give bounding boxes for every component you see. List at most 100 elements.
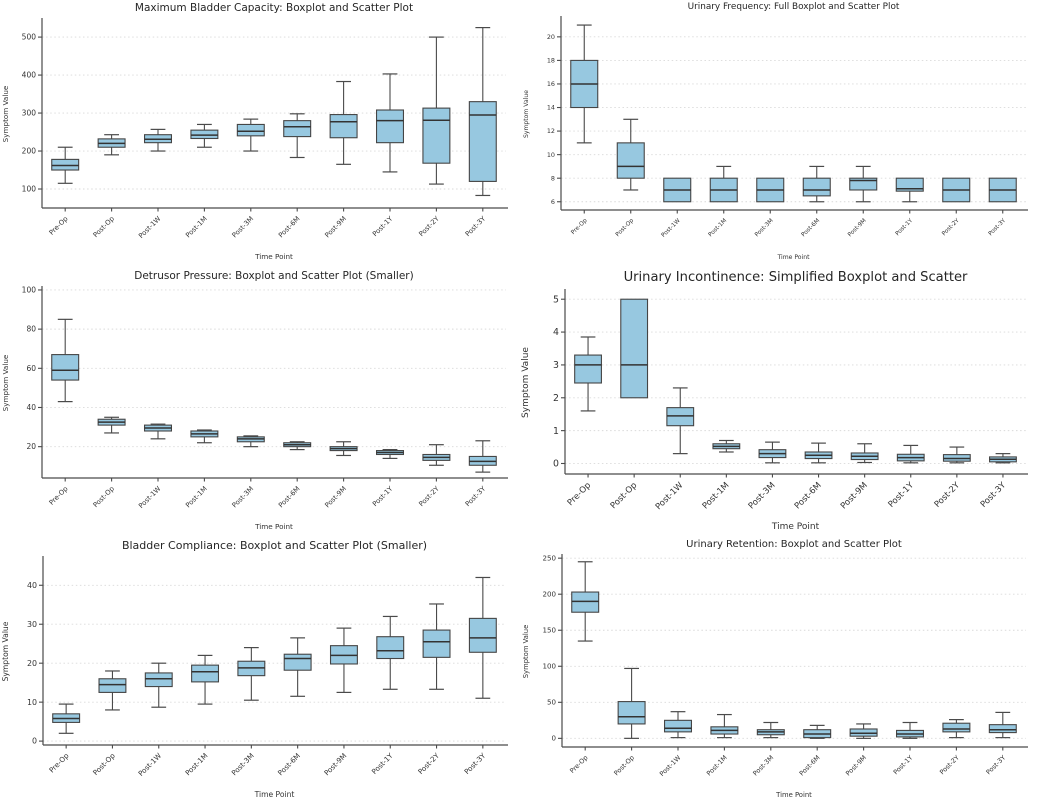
chart-panel-maximum-bladder-capacity: Maximum Bladder Capacity: Boxplot and Sc… [0,0,520,262]
svg-text:200: 200 [22,147,37,156]
svg-text:Post-1M: Post-1M [183,751,209,777]
svg-text:Post-9M: Post-9M [323,485,348,510]
svg-text:Post-2Y: Post-2Y [417,484,441,508]
svg-text:50: 50 [547,698,557,707]
svg-text:Post-2Y: Post-2Y [938,754,961,777]
svg-text:Symptom Value: Symptom Value [1,621,10,681]
svg-text:Post-1Y: Post-1Y [371,484,395,508]
svg-text:300: 300 [22,109,37,118]
svg-text:5: 5 [553,294,559,305]
svg-text:Post-6M: Post-6M [276,751,302,777]
svg-text:Post-3M: Post-3M [231,485,256,510]
svg-text:Post-6M: Post-6M [793,481,824,512]
svg-text:0: 0 [32,737,37,746]
svg-text:18: 18 [547,57,555,65]
boxplot-canvas-detrusor-pressure: 20 40 60 80 100 Pre-Op Post-Op Post-1W Post-1M Po… [1,285,508,531]
svg-text:80: 80 [26,325,36,334]
svg-text:Post-3M: Post-3M [751,754,775,778]
svg-text:30: 30 [27,620,37,629]
chart-panel-bladder-compliance: Bladder Compliance: Boxplot and Scatter … [0,537,520,800]
svg-text:Post-1M: Post-1M [184,215,209,240]
chart-title: Urinary Retention: Boxplot and Scatter P… [686,539,902,550]
svg-text:Pre-Op: Pre-Op [48,215,70,237]
svg-text:Post-3Y: Post-3Y [464,484,488,508]
svg-text:Post-3M: Post-3M [747,481,778,512]
svg-text:4: 4 [553,327,559,338]
svg-text:Post-3M: Post-3M [230,751,256,777]
svg-text:Pre-Op: Pre-Op [568,754,589,775]
boxplot-canvas-urinary-frequency: 6 8 10 12 14 16 18 20 Pre-Op Post-Op Post-1W Post-1… [523,16,1028,261]
boxplot-canvas-urinary-incontinence: 0 1 2 3 4 5 Pre-Op Post-Op Post-1W Post-1M Post-3M… [521,289,1028,532]
svg-text:Post-9M: Post-9M [322,751,348,777]
svg-text:Post-3Y: Post-3Y [985,754,1008,777]
svg-text:Post-Op: Post-Op [612,754,636,778]
svg-text:Post-9M: Post-9M [839,481,870,512]
svg-text:14: 14 [547,104,555,112]
chart-title: Maximum Bladder Capacity: Boxplot and Sc… [134,2,414,14]
svg-text:Post-1W: Post-1W [654,480,686,512]
svg-text:Post-1M: Post-1M [184,485,209,510]
svg-text:Post-1W: Post-1W [661,218,682,239]
svg-text:Post-2Y: Post-2Y [417,214,441,238]
svg-text:Symptom Value: Symptom Value [523,90,530,138]
svg-text:Post-Op: Post-Op [92,485,116,509]
svg-text:60: 60 [26,364,36,373]
svg-text:Post-2Y: Post-2Y [416,751,441,776]
svg-text:8: 8 [551,174,555,182]
chart-title: Bladder Compliance: Boxplot and Scatter … [121,539,428,552]
svg-text:Post-1W: Post-1W [658,753,683,778]
svg-text:3: 3 [553,360,559,371]
svg-text:Post-Op: Post-Op [609,481,640,512]
svg-text:Post-1M: Post-1M [701,481,732,512]
svg-text:40: 40 [26,403,36,412]
svg-text:1: 1 [553,426,559,437]
svg-text:Post-1M: Post-1M [705,754,729,778]
svg-text:250: 250 [542,554,556,563]
svg-text:Time Point: Time Point [254,790,295,799]
svg-text:Time Point: Time Point [254,252,293,261]
svg-text:40: 40 [27,581,37,590]
chart-panel-urinary-incontinence: Urinary Incontinence: Simplified Boxplot… [520,268,1040,532]
svg-text:Symptom Value: Symptom Value [521,347,531,418]
svg-text:16: 16 [547,80,555,88]
chart-panel-urinary-frequency: Urinary Frequency: Full Boxplot and Scat… [520,0,1040,262]
svg-text:Pre-Op: Pre-Op [47,751,71,775]
svg-text:100: 100 [22,185,37,194]
svg-text:100: 100 [22,285,37,294]
svg-text:Time Point: Time Point [771,522,820,532]
svg-text:Post-6M: Post-6M [277,485,302,510]
svg-text:Post-1W: Post-1W [136,751,163,778]
svg-text:Post-3Y: Post-3Y [462,751,487,776]
svg-text:20: 20 [27,659,37,668]
svg-text:Post-2Y: Post-2Y [941,218,961,238]
chart-panel-urinary-retention: Urinary Retention: Boxplot and Scatter P… [520,537,1040,800]
svg-text:Pre-Op: Pre-Op [570,218,588,236]
svg-text:Post-3Y: Post-3Y [979,480,1009,510]
chart-title: Detrusor Pressure: Boxplot and Scatter P… [134,270,414,282]
svg-text:Time Point: Time Point [777,254,811,261]
svg-text:Post-1Y: Post-1Y [370,751,395,776]
svg-text:Post-1Y: Post-1Y [892,754,915,777]
svg-text:Post-3M: Post-3M [754,218,774,238]
svg-text:Time Point: Time Point [775,791,812,799]
svg-text:Post-1Y: Post-1Y [371,214,395,238]
svg-text:0: 0 [551,734,556,743]
boxplot-canvas-maximum-bladder-capacity: 100 200 300 400 500 Pre-Op Post-Op Post-1W Post-… [1,18,508,261]
svg-text:Post-1Y: Post-1Y [887,480,917,510]
svg-text:200: 200 [542,590,556,599]
svg-text:Time Point: Time Point [254,522,293,531]
svg-text:Post-6M: Post-6M [801,218,821,238]
svg-text:500: 500 [22,33,37,42]
chart-title: Urinary Incontinence: Simplified Boxplot… [623,270,968,285]
svg-text:Post-3M: Post-3M [231,215,256,240]
svg-text:20: 20 [26,442,36,451]
svg-text:150: 150 [542,626,556,635]
svg-text:Post-1W: Post-1W [137,485,162,510]
svg-text:Symptom Value: Symptom Value [522,625,530,679]
svg-text:Post-9M: Post-9M [847,218,867,238]
boxplot-canvas-urinary-retention: 0 50 100 150 200 250 Pre-Op Post-Op Post-1W Post-… [522,554,1028,799]
svg-text:Pre-Op: Pre-Op [566,481,594,509]
svg-text:Symptom Value: Symptom Value [1,354,10,411]
svg-text:6: 6 [551,198,555,206]
